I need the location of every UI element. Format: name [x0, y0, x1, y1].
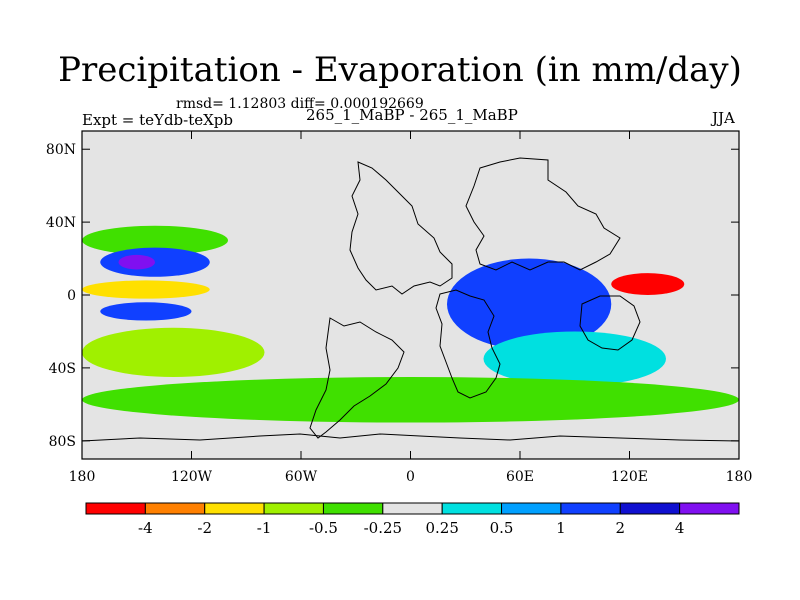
field-indian-ocean-wet	[447, 258, 612, 350]
colorbar-swatch	[679, 502, 740, 515]
field-southern-ocean-dry	[82, 377, 739, 423]
colorbar-swatch	[382, 502, 443, 515]
colorbar-swatch	[501, 502, 562, 515]
x-tick-label: 180	[69, 469, 96, 485]
field-west-pacific-maximum	[118, 254, 155, 270]
x-tick-label: 60W	[285, 469, 318, 485]
colorbar-label: -4	[138, 519, 153, 537]
colorbar-label: 1	[556, 519, 566, 537]
field-south-pacific-dry	[82, 327, 265, 377]
field-south-pacific-wet-band	[100, 302, 192, 321]
field-equatorial-pacific-dry	[82, 280, 210, 299]
south-america-coast	[309, 317, 405, 439]
colorbar-swatch	[322, 502, 384, 515]
y-tick-label: 40N	[46, 215, 76, 231]
colorbar-label: 2	[615, 519, 625, 537]
antarctica-coast	[82, 433, 739, 442]
colorbar-label: 0.5	[490, 519, 514, 537]
coastline-outlines	[82, 157, 739, 442]
axes: 180 120W 60W 0 60E 120E 180 80N 40N 0 40S 80S	[46, 131, 752, 485]
chart-title: Precipitation - Evaporation (in mm/day)	[58, 50, 742, 90]
x-tick-label: 0	[406, 469, 415, 485]
australia-coast	[579, 295, 641, 351]
x-tick-label: 60E	[506, 469, 534, 485]
colorbar-swatch	[619, 502, 681, 515]
colorbar-label: -0.25	[364, 519, 402, 537]
field-north-pacific-dry-band	[82, 225, 228, 255]
colorbar-label: -0.5	[309, 519, 338, 537]
colorbar-label: -1	[257, 519, 272, 537]
eurasia-africa-coast	[465, 157, 621, 271]
colorbar-label: 0.25	[425, 519, 458, 537]
y-tick-label: 80S	[49, 434, 76, 450]
colorbar-swatch	[144, 502, 206, 515]
colorbar-label: 4	[675, 519, 685, 537]
field-south-indian-ocean-wet	[483, 331, 666, 387]
colorbar-swatch	[560, 502, 621, 515]
x-tick-label: 120W	[171, 469, 213, 485]
field-west-pacific-warm-pool-dry	[611, 273, 685, 296]
colorbar-swatch	[204, 502, 265, 515]
colorbar-swatch	[263, 502, 324, 515]
y-tick-label: 80N	[46, 142, 76, 158]
experiment-label: Expt = teYdb-teXpb	[82, 111, 234, 129]
colorbar-swatch	[85, 502, 146, 515]
north-america-coast	[349, 161, 453, 295]
x-tick-label: 120E	[611, 469, 648, 485]
season-label: JJA	[712, 109, 735, 127]
y-tick-label: 0	[67, 288, 76, 304]
contour-fields	[82, 225, 739, 423]
colorbar-label: -2	[197, 519, 212, 537]
colorbar-swatch	[441, 502, 503, 515]
colorbar: -4 -2 -1 -0.5 -0.25 0.25 0.5 1 2 4	[85, 502, 740, 537]
rmsd-diff-label: rmsd= 1.12803 diff= 0.000192669	[176, 96, 424, 112]
y-tick-label: 40S	[49, 361, 76, 377]
case-label: 265_1_MaBP - 265_1_MaBP	[306, 106, 518, 124]
africa-south-coast	[435, 289, 501, 399]
x-tick-label: 180	[726, 469, 753, 485]
